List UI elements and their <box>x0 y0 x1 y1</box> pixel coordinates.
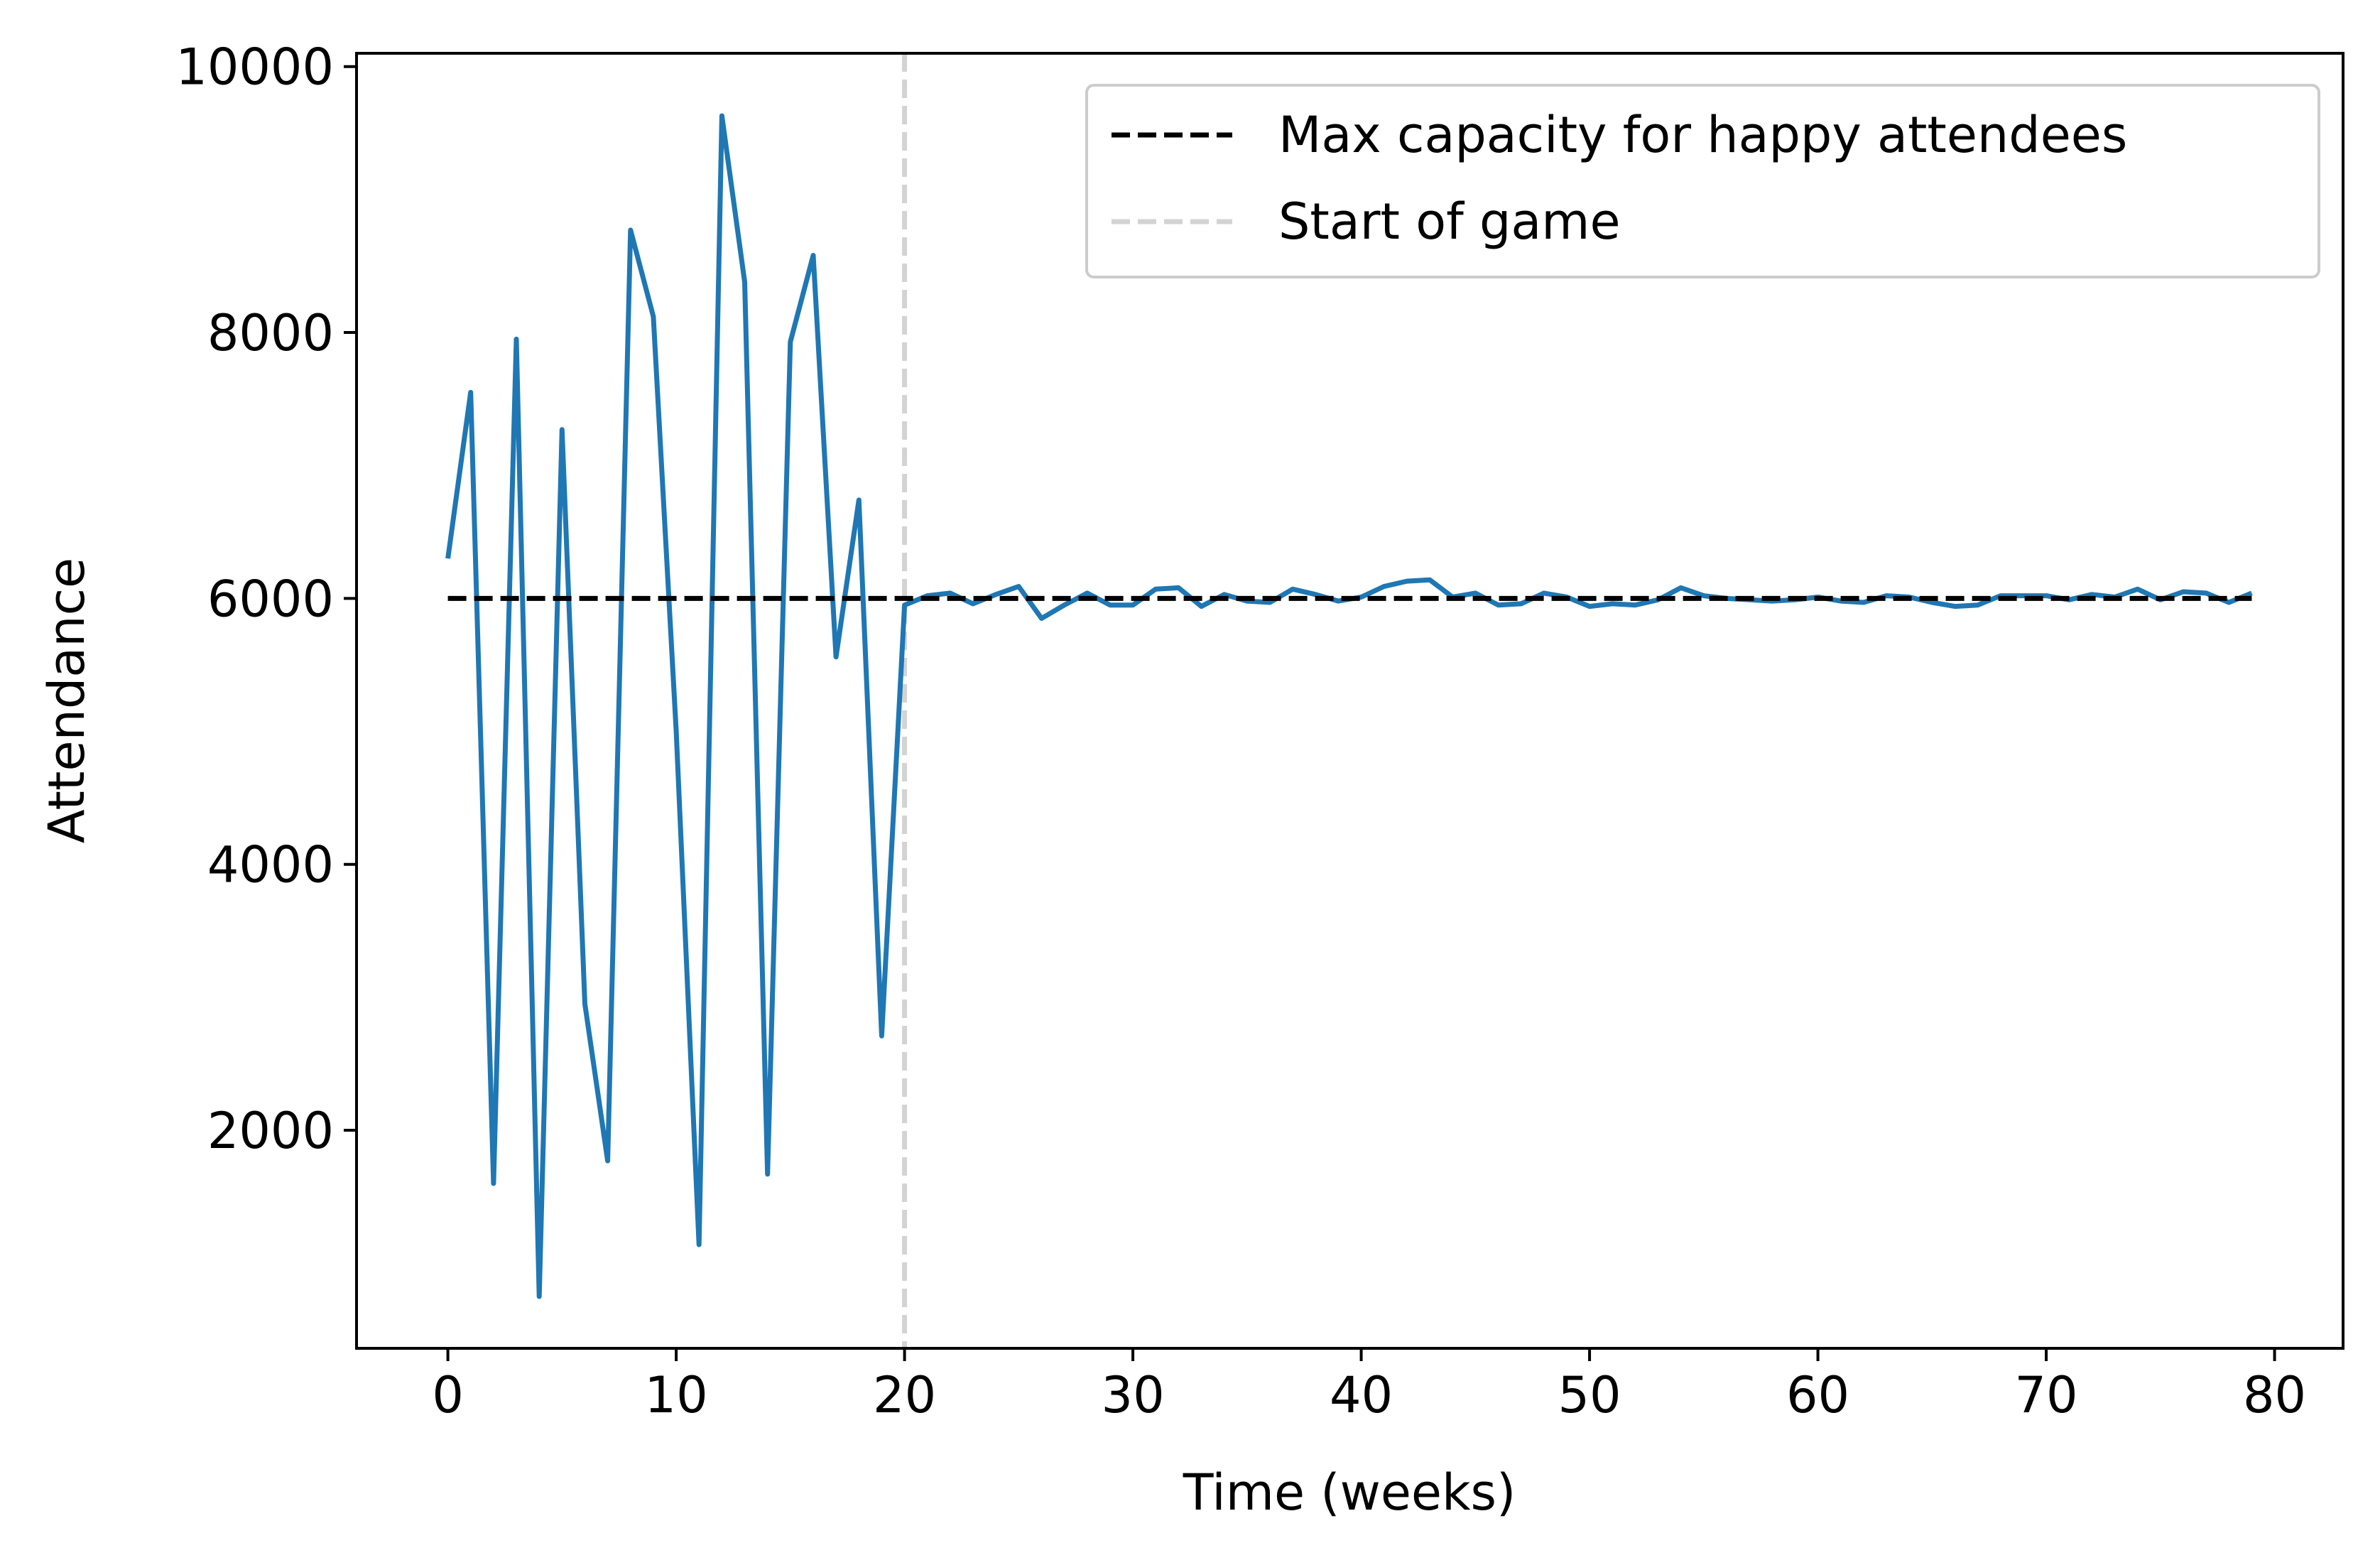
y-axis: 2000 4000 6000 8000 10000 <box>175 38 357 1160</box>
attendance-series-line <box>445 113 2253 1299</box>
x-tick-label: 50 <box>1558 1366 1621 1424</box>
legend-box <box>1085 84 2320 278</box>
y-axis-label: Attendance <box>38 558 96 843</box>
y-tick-label: 2000 <box>207 1102 334 1160</box>
x-tick-label: 30 <box>1102 1366 1165 1424</box>
y-tick-label: 4000 <box>207 836 334 894</box>
plot-lines <box>445 53 2253 1348</box>
x-tick-label: 20 <box>873 1366 936 1424</box>
x-tick-label: 60 <box>1786 1366 1849 1424</box>
x-axis: 0 10 20 30 40 50 60 70 80 <box>432 1348 2306 1424</box>
x-tick-label: 10 <box>645 1366 708 1424</box>
legend-label-max-capacity: Max capacity for happy attendees <box>1278 106 2127 164</box>
y-tick-label: 10000 <box>175 38 334 97</box>
legend: Max capacity for happy attendees Start o… <box>1085 84 2320 278</box>
legend-label-start-of-game: Start of game <box>1278 193 1621 251</box>
y-tick-label: 8000 <box>207 304 334 362</box>
x-axis-label: Time (weeks) <box>1183 1463 1516 1522</box>
x-tick-label: 40 <box>1330 1366 1393 1424</box>
y-tick-label: 6000 <box>207 570 334 628</box>
x-tick-label: 0 <box>432 1366 464 1424</box>
plot-frame <box>355 52 2344 1350</box>
x-tick-label: 80 <box>2243 1366 2306 1424</box>
x-tick-label: 70 <box>2015 1366 2078 1424</box>
